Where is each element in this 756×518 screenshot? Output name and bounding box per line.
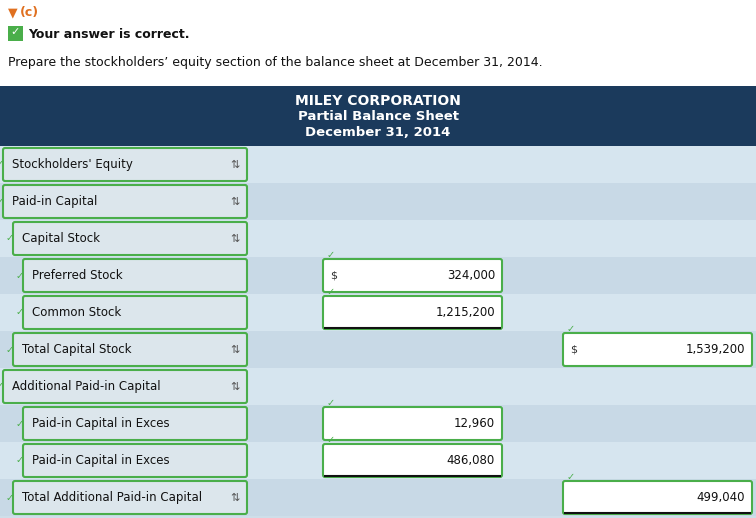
FancyBboxPatch shape	[323, 407, 502, 440]
Bar	[0, 220, 756, 257]
Text: ⇅: ⇅	[231, 196, 240, 207]
Text: Paid-in Capital: Paid-in Capital	[12, 195, 98, 208]
FancyBboxPatch shape	[323, 444, 502, 477]
Text: 1,539,200: 1,539,200	[686, 343, 745, 356]
Text: Preferred Stock: Preferred Stock	[32, 269, 122, 282]
Text: ✓: ✓	[6, 344, 14, 354]
FancyBboxPatch shape	[323, 259, 502, 292]
Bar	[0, 86, 756, 146]
FancyBboxPatch shape	[323, 296, 502, 329]
Bar	[0, 442, 756, 479]
Text: 12,960: 12,960	[454, 417, 495, 430]
Text: ✓: ✓	[0, 381, 4, 392]
FancyBboxPatch shape	[23, 259, 247, 292]
Text: Paid-in Capital in Exces: Paid-in Capital in Exces	[32, 454, 169, 467]
FancyBboxPatch shape	[23, 296, 247, 329]
Text: ✓: ✓	[6, 493, 14, 502]
Text: ✓: ✓	[327, 250, 335, 260]
Text: Stockholders' Equity: Stockholders' Equity	[12, 158, 133, 171]
Text: Capital Stock: Capital Stock	[22, 232, 100, 245]
Text: ✓: ✓	[0, 160, 4, 169]
Text: 486,080: 486,080	[447, 454, 495, 467]
Text: December 31, 2014: December 31, 2014	[305, 126, 451, 139]
Text: ✓: ✓	[6, 234, 14, 243]
Text: Total Capital Stock: Total Capital Stock	[22, 343, 132, 356]
Text: 324,000: 324,000	[447, 269, 495, 282]
Text: ⇅: ⇅	[231, 344, 240, 354]
Text: Paid-in Capital in Exces: Paid-in Capital in Exces	[32, 417, 169, 430]
FancyBboxPatch shape	[23, 444, 247, 477]
Text: ⇅: ⇅	[231, 381, 240, 392]
Text: $: $	[570, 344, 577, 354]
Text: ⇅: ⇅	[231, 234, 240, 243]
Text: ✓: ✓	[16, 455, 24, 466]
Text: Additional Paid-in Capital: Additional Paid-in Capital	[12, 380, 160, 393]
Text: Prepare the stockholders’ equity section of the balance sheet at December 31, 20: Prepare the stockholders’ equity section…	[8, 56, 543, 69]
Text: Total Additional Paid-in Capital: Total Additional Paid-in Capital	[22, 491, 202, 504]
FancyBboxPatch shape	[8, 26, 23, 41]
FancyBboxPatch shape	[563, 333, 752, 366]
Text: Common Stock: Common Stock	[32, 306, 121, 319]
FancyBboxPatch shape	[23, 407, 247, 440]
Text: ✓: ✓	[16, 308, 24, 318]
Text: $: $	[330, 270, 337, 281]
Text: ✓: ✓	[567, 324, 575, 334]
Text: ✓: ✓	[16, 270, 24, 281]
Bar	[0, 294, 756, 331]
Bar	[0, 479, 756, 516]
FancyBboxPatch shape	[13, 222, 247, 255]
Text: Your answer is correct.: Your answer is correct.	[28, 28, 190, 41]
FancyBboxPatch shape	[13, 481, 247, 514]
Text: ✓: ✓	[16, 419, 24, 428]
Text: ⇅: ⇅	[231, 493, 240, 502]
Text: Partial Balance Sheet: Partial Balance Sheet	[298, 110, 458, 123]
Bar	[0, 331, 756, 368]
Text: ✓: ✓	[327, 398, 335, 408]
Text: ✓: ✓	[327, 435, 335, 445]
Text: ✓: ✓	[327, 287, 335, 297]
Text: (c): (c)	[20, 6, 39, 19]
Bar	[0, 146, 756, 518]
FancyBboxPatch shape	[563, 481, 752, 514]
FancyBboxPatch shape	[13, 333, 247, 366]
Text: ✓: ✓	[567, 472, 575, 482]
Text: ✓: ✓	[11, 27, 20, 37]
Text: ⇅: ⇅	[231, 160, 240, 169]
FancyBboxPatch shape	[3, 148, 247, 181]
Bar	[0, 405, 756, 442]
FancyBboxPatch shape	[3, 185, 247, 218]
Text: MILEY CORPORATION: MILEY CORPORATION	[295, 94, 461, 108]
Text: ✓: ✓	[0, 196, 4, 207]
Bar	[0, 368, 756, 405]
Text: 499,040: 499,040	[696, 491, 745, 504]
Bar	[0, 257, 756, 294]
Text: ▼: ▼	[8, 6, 17, 19]
Bar	[0, 183, 756, 220]
FancyBboxPatch shape	[3, 370, 247, 403]
Text: 1,215,200: 1,215,200	[435, 306, 495, 319]
Bar	[0, 146, 756, 183]
